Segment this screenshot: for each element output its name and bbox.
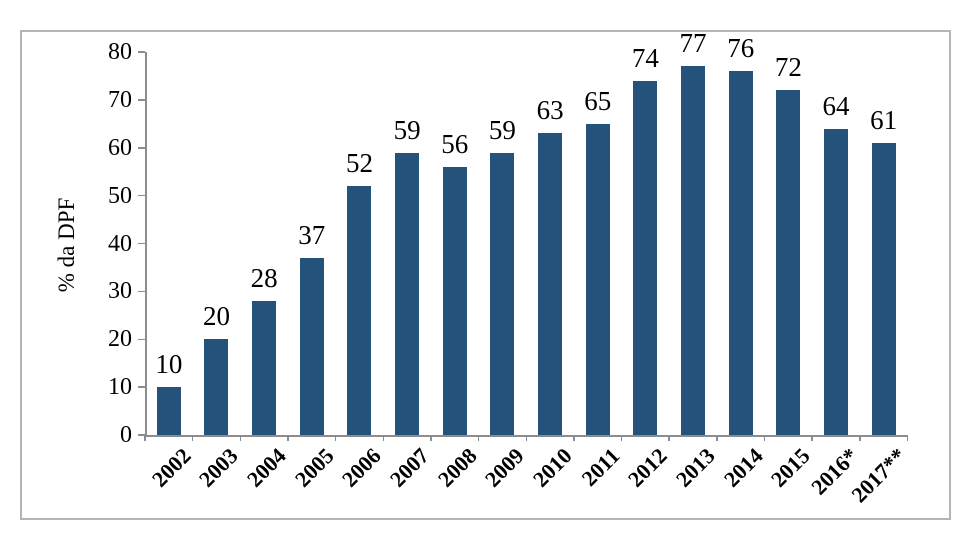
- bar-value-label: 37: [298, 219, 326, 250]
- bar-value-label: 52: [345, 148, 373, 179]
- bar-value-label: 64: [822, 90, 850, 121]
- bar-2002: [156, 387, 181, 435]
- x-tick-mark: [525, 435, 527, 441]
- y-tick-mark: [138, 194, 145, 197]
- y-tick-label: 50: [108, 182, 132, 209]
- bar-2006: [347, 186, 372, 435]
- x-tick-mark: [191, 435, 194, 441]
- bar-value-label: 65: [584, 85, 612, 116]
- x-tick-mark: [573, 435, 575, 441]
- y-tick-label: 80: [108, 39, 132, 65]
- y-tick-mark: [138, 147, 145, 149]
- y-tick-mark: [138, 242, 145, 245]
- bar-value-label: 72: [774, 52, 802, 83]
- y-tick-label: 0: [120, 422, 132, 448]
- x-tick-mark: [287, 435, 289, 441]
- bar-value-label: 77: [679, 28, 707, 59]
- y-tick-label: 70: [108, 86, 132, 113]
- bar-value-label: 74: [631, 42, 659, 73]
- y-tick-mark: [138, 99, 145, 101]
- x-tick-mark: [334, 435, 337, 441]
- x-tick-mark: [477, 435, 480, 441]
- bar-2008: [442, 166, 467, 435]
- bar-value-label: 59: [488, 114, 516, 145]
- bar-value-label: 59: [393, 114, 421, 145]
- y-tick-label: 40: [108, 230, 132, 257]
- bar-2003: [204, 339, 229, 435]
- bar-2004: [252, 300, 277, 435]
- y-tick-label: 20: [108, 326, 132, 353]
- bar-2013: [681, 66, 706, 435]
- bar-2015: [776, 90, 801, 435]
- x-tick-mark: [382, 435, 385, 441]
- y-tick-mark: [138, 51, 145, 53]
- y-tick-mark: [138, 290, 145, 293]
- y-tick-mark: [138, 434, 145, 436]
- bar-2012: [633, 80, 658, 435]
- bar-2011: [585, 123, 610, 435]
- bar-2009: [490, 152, 515, 435]
- x-tick-mark: [430, 435, 432, 441]
- x-tick-mark: [144, 435, 146, 441]
- bar-2005: [299, 257, 324, 435]
- bar-2007: [395, 152, 420, 435]
- bar-2017**: [871, 142, 896, 435]
- y-tick-mark: [138, 386, 145, 388]
- x-tick-mark: [859, 435, 861, 441]
- x-tick-mark: [811, 435, 813, 441]
- y-tick-mark: [138, 338, 145, 340]
- bar-value-label: 10: [155, 349, 183, 380]
- bar-value-label: 28: [250, 262, 278, 293]
- bar-value-label: 61: [870, 104, 898, 135]
- y-axis-line: [145, 52, 147, 437]
- x-tick-mark: [906, 435, 909, 441]
- bar-2010: [538, 133, 563, 435]
- bar-value-label: 56: [441, 128, 469, 159]
- y-tick-label: 10: [108, 374, 132, 401]
- x-tick-mark: [668, 435, 670, 441]
- y-tick-label: 60: [108, 134, 132, 161]
- bar-value-label: 63: [536, 95, 564, 126]
- x-tick-mark: [620, 435, 623, 441]
- x-tick-mark: [763, 435, 766, 441]
- x-tick-mark: [239, 435, 242, 441]
- bar-value-label: 20: [202, 301, 230, 332]
- y-tick-label: 30: [108, 278, 132, 305]
- bar-2016*: [824, 128, 849, 435]
- bar-2014: [728, 71, 753, 435]
- x-tick-mark: [716, 435, 718, 441]
- bar-value-label: 76: [727, 33, 755, 64]
